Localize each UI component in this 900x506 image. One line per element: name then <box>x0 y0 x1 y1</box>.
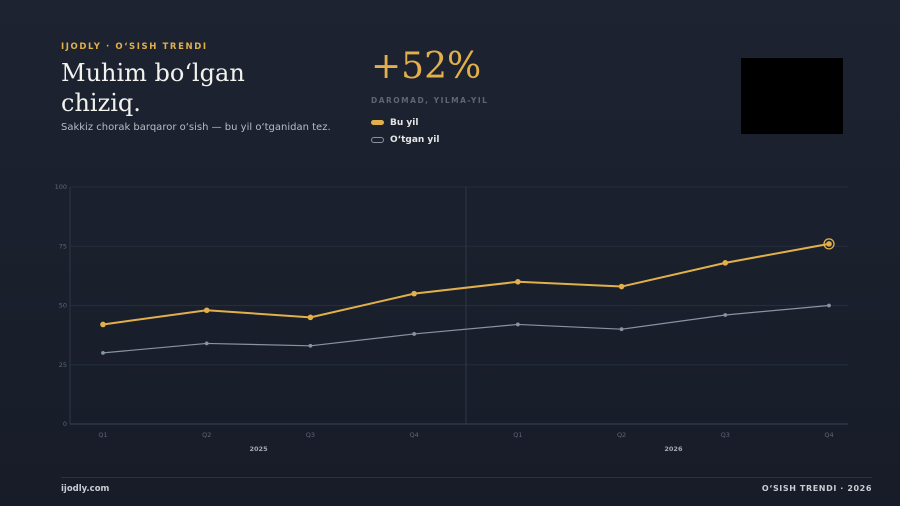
y-tick-label: 25 <box>59 361 67 369</box>
footer-divider <box>61 477 872 478</box>
x-tick-label: Q1 <box>98 431 107 439</box>
data-point-previous <box>204 341 209 346</box>
series-line-current <box>102 242 830 326</box>
image-placeholder <box>741 58 843 134</box>
legend-label-current: Bu yil <box>390 117 419 128</box>
x-tick-label: Q3 <box>306 431 315 439</box>
eyebrow-label: IJODLY · O‘SISH TRENDI <box>61 42 208 52</box>
chart-legend: Bu yil O‘tgan yil <box>371 114 439 148</box>
data-point-previous <box>515 322 520 327</box>
x-tick-label: Q4 <box>410 431 419 439</box>
data-point-previous <box>827 303 831 308</box>
legend-label-previous: O‘tgan yil <box>390 134 440 145</box>
legend-swatch-current <box>371 120 384 125</box>
data-point-current <box>203 307 210 314</box>
x-tick-label: Q1 <box>513 431 522 439</box>
data-point-current <box>307 314 314 321</box>
footer-caption: O‘SISH TRENDI · 2026 <box>761 484 872 493</box>
kpi-value: +52% <box>371 46 482 87</box>
data-point-previous <box>723 313 728 317</box>
data-point-previous <box>101 351 105 355</box>
footer-site-link[interactable]: ijodly.com <box>61 484 110 494</box>
y-tick-label: 50 <box>59 302 67 310</box>
data-point-current <box>722 260 729 266</box>
x-tick-label: Q3 <box>721 431 730 439</box>
year-label: 2026 <box>664 445 683 453</box>
data-point-current <box>826 241 832 247</box>
kpi-label: DAROMAD, YILMA-YIL <box>371 96 489 105</box>
data-point-current <box>515 279 521 285</box>
legend-item-previous: O‘tgan yil <box>371 131 439 148</box>
data-point-current <box>411 290 417 297</box>
page-title: Muhim bo‘lgan chiziq. <box>61 59 245 117</box>
data-point-current <box>100 321 106 328</box>
data-point-previous <box>308 343 313 348</box>
line-chart: 0 25 50 75 100 Q1 Q2 Q3 Q4 Q1 Q2 Q3 Q4 2025 2026 <box>55 183 848 453</box>
data-point-previous <box>412 332 417 336</box>
page-subtitle: Sakkiz chorak barqaror o‘sish — bu yil o… <box>61 122 331 133</box>
highlight-ring <box>823 238 835 250</box>
data-point-current <box>618 283 625 290</box>
y-tick-label: 0 <box>63 420 67 428</box>
y-tick-label: 100 <box>55 183 67 191</box>
data-point-previous <box>619 327 624 332</box>
x-tick-label: Q4 <box>824 431 833 439</box>
series-line-previous <box>102 304 830 354</box>
x-tick-label: Q2 <box>202 431 211 439</box>
legend-item-current: Bu yil <box>371 114 439 131</box>
year-label: 2025 <box>250 445 269 453</box>
legend-swatch-previous <box>371 136 384 143</box>
x-tick-label: Q2 <box>617 431 626 439</box>
y-tick-label: 75 <box>59 242 67 250</box>
